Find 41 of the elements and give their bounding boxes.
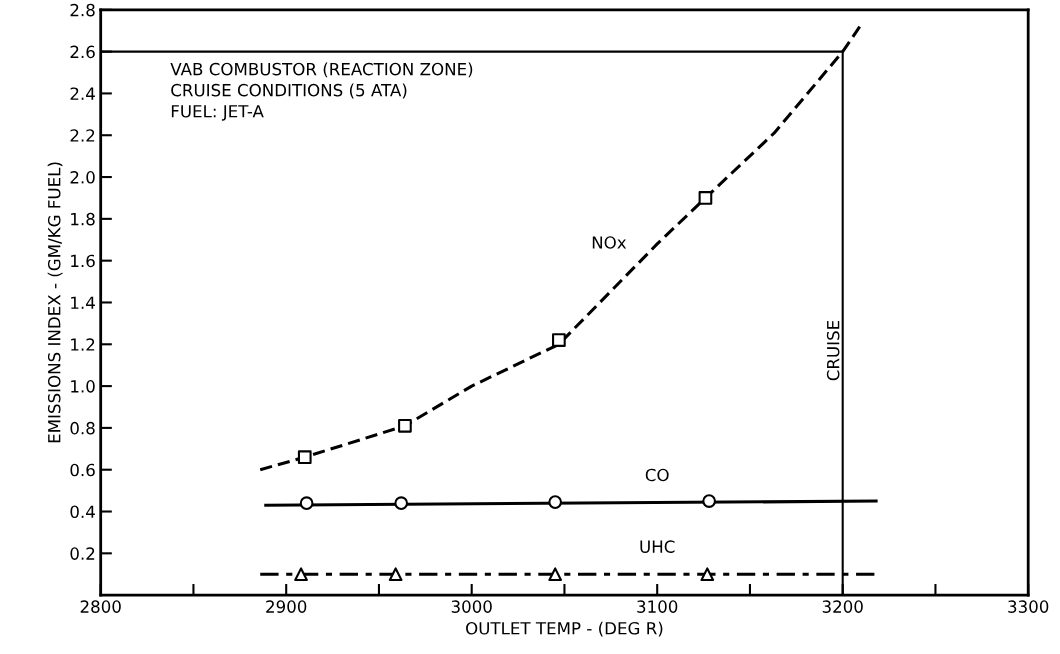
- x-tick-label: 2800: [80, 600, 121, 613]
- point: [702, 494, 716, 508]
- series-label: CO: [645, 468, 669, 482]
- y-axis-title: EMISSIONS INDEX - (GM/KG FUEL): [47, 162, 63, 443]
- point: [698, 191, 713, 205]
- x-tick-label: 3000: [451, 600, 492, 613]
- y-tick-label: 0.2: [70, 547, 95, 560]
- x-tick-label: 3300: [1008, 600, 1049, 613]
- annotation: VAB COMBUSTOR (REACTION ZONE): [170, 62, 473, 78]
- x-axis-title: OUTLET TEMP - (DEG R): [466, 621, 663, 637]
- point: [552, 333, 566, 347]
- y-tick-label: 1.8: [71, 212, 95, 226]
- ref-line-label: CRUISE: [826, 320, 840, 381]
- y-tick-label: 1.0: [71, 380, 95, 393]
- x-tick-label: 2900: [266, 600, 307, 613]
- y-tick-label: 2.4: [70, 87, 95, 100]
- y-tick-label: 1.2: [71, 338, 95, 351]
- point: [297, 450, 312, 465]
- x-tick-label: 3100: [637, 600, 678, 613]
- series-label: UHC: [640, 540, 675, 553]
- point: [398, 418, 412, 433]
- y-tick-label: 2.0: [70, 171, 95, 184]
- x-tick-label: 3200: [822, 600, 863, 613]
- y-tick-label: 1.4: [71, 296, 95, 309]
- y-tick-label: 0.4: [70, 505, 95, 519]
- series-label: NOx: [592, 236, 627, 249]
- annotation: FUEL: JET-A: [171, 105, 264, 121]
- annotation: CRUISE CONDITIONS (5 ATA): [171, 83, 407, 99]
- point: [388, 567, 403, 582]
- point: [299, 496, 314, 511]
- y-tick-label: 1.6: [71, 254, 95, 268]
- point: [700, 567, 715, 582]
- point: [394, 496, 409, 511]
- y-tick-label: 2.2: [70, 129, 95, 142]
- y-tick-label: 0.6: [70, 463, 95, 477]
- point: [294, 567, 308, 582]
- point: [548, 495, 563, 509]
- point: [548, 567, 563, 582]
- y-tick-label: 0.8: [70, 421, 95, 435]
- y-tick-label: 2.6: [70, 45, 95, 59]
- y-tick-label: 2.8: [70, 3, 95, 17]
